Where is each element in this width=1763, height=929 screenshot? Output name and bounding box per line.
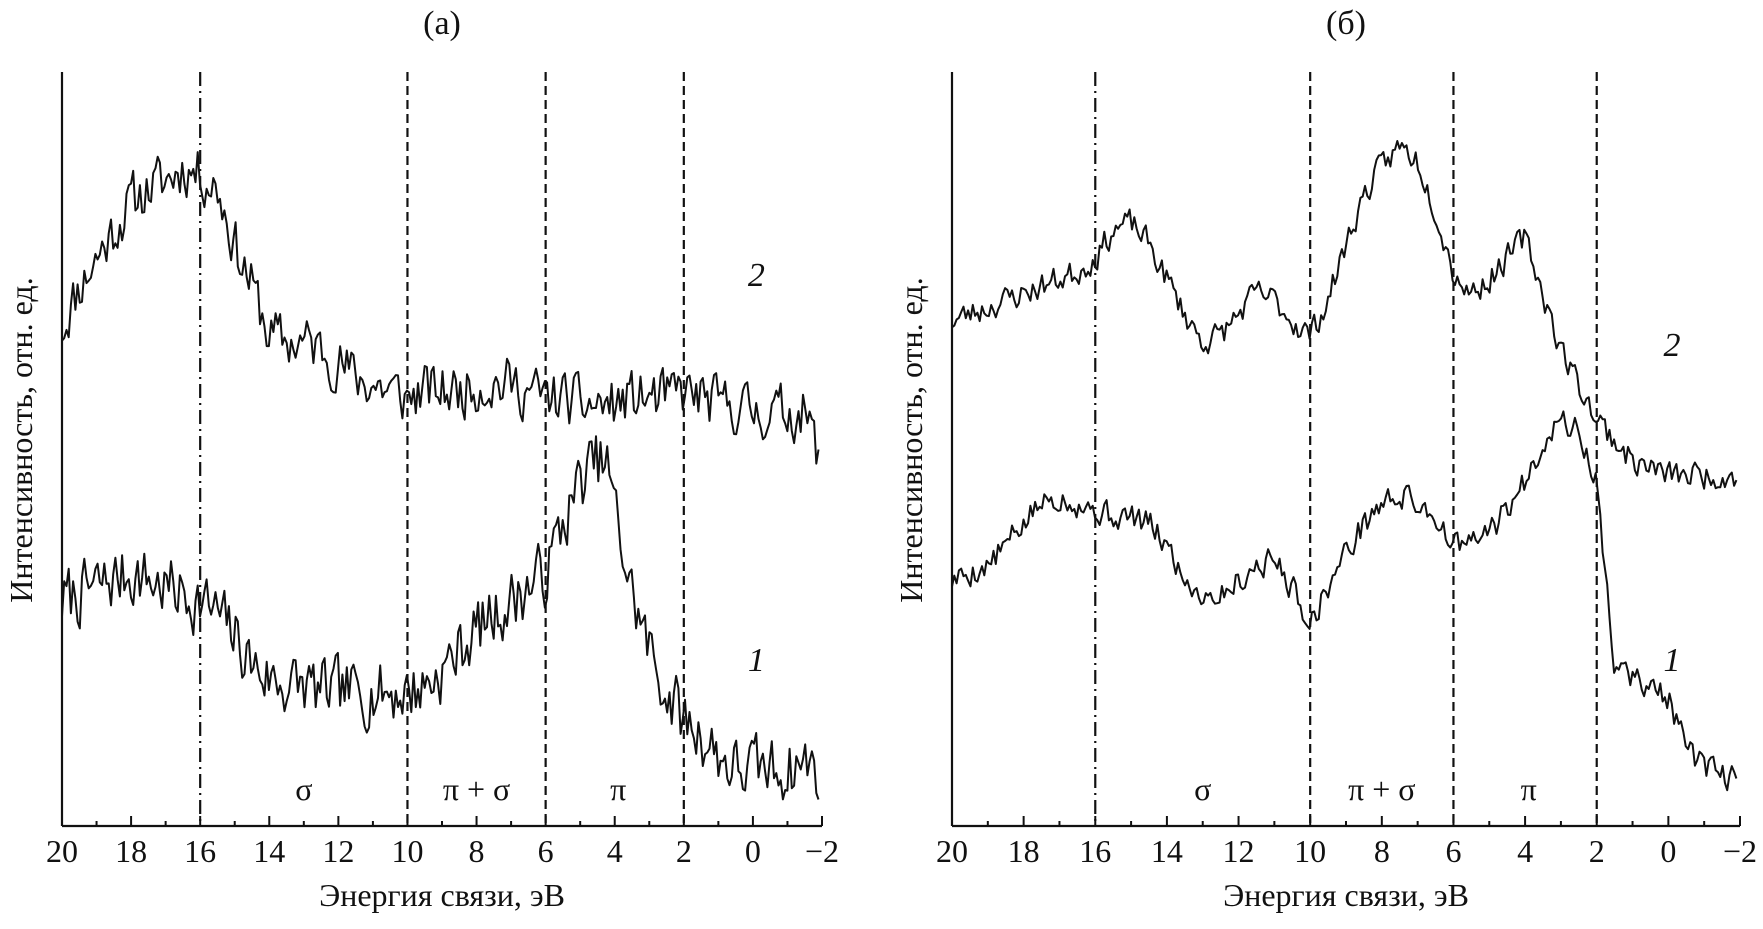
curve-label-2: 2 — [748, 257, 765, 294]
x-tick-label: 12 — [322, 833, 354, 869]
panel-title: (б) — [1326, 5, 1366, 42]
x-tick-label: 2 — [1589, 833, 1605, 869]
x-tick-label: 0 — [745, 833, 761, 869]
region-label: σ — [1194, 771, 1211, 807]
x-axis-label: Энергия связи, эВ — [1223, 877, 1469, 913]
x-tick-label: 4 — [607, 833, 623, 869]
x-tick-label: 18 — [115, 833, 147, 869]
x-tick-label: −2 — [805, 833, 839, 869]
x-tick-label: 8 — [1374, 833, 1390, 869]
x-tick-label: 14 — [1151, 833, 1183, 869]
x-tick-label: 8 — [469, 833, 485, 869]
x-tick-label: 20 — [936, 833, 968, 869]
x-tick-label: 10 — [391, 833, 423, 869]
x-tick-label: 20 — [46, 833, 78, 869]
x-tick-label: −2 — [1723, 833, 1757, 869]
region-label: σ — [295, 771, 312, 807]
x-tick-label: 16 — [184, 833, 216, 869]
x-tick-label: 16 — [1079, 833, 1111, 869]
x-tick-label: 14 — [253, 833, 285, 869]
spectrum-curve-1 — [61, 435, 820, 801]
x-tick-label: 18 — [1008, 833, 1040, 869]
x-axis-label: Энергия связи, эВ — [319, 877, 565, 913]
region-label: π — [610, 771, 626, 807]
curve-label-2: 2 — [1663, 327, 1680, 364]
y-axis-label: Интенсивность, отн. ед. — [893, 277, 929, 602]
region-label: π + σ — [443, 771, 510, 807]
x-tick-label: 6 — [1445, 833, 1461, 869]
region-label: π + σ — [1348, 771, 1415, 807]
x-tick-label: 6 — [538, 833, 554, 869]
x-tick-label: 12 — [1223, 833, 1255, 869]
x-tick-label: 0 — [1660, 833, 1676, 869]
y-axis-label: Интенсивность, отн. ед. — [3, 277, 39, 602]
spectrum-curve-1 — [951, 410, 1738, 792]
curve-label-1: 1 — [1663, 642, 1680, 679]
spectrum-curve-2 — [61, 151, 820, 465]
panel-title: (a) — [423, 5, 461, 42]
curve-label-1: 1 — [748, 642, 765, 679]
x-tick-label: 4 — [1517, 833, 1533, 869]
region-label: π — [1521, 771, 1537, 807]
x-tick-label: 10 — [1294, 833, 1326, 869]
x-tick-label: 2 — [676, 833, 692, 869]
spectrum-curve-2 — [951, 140, 1738, 490]
